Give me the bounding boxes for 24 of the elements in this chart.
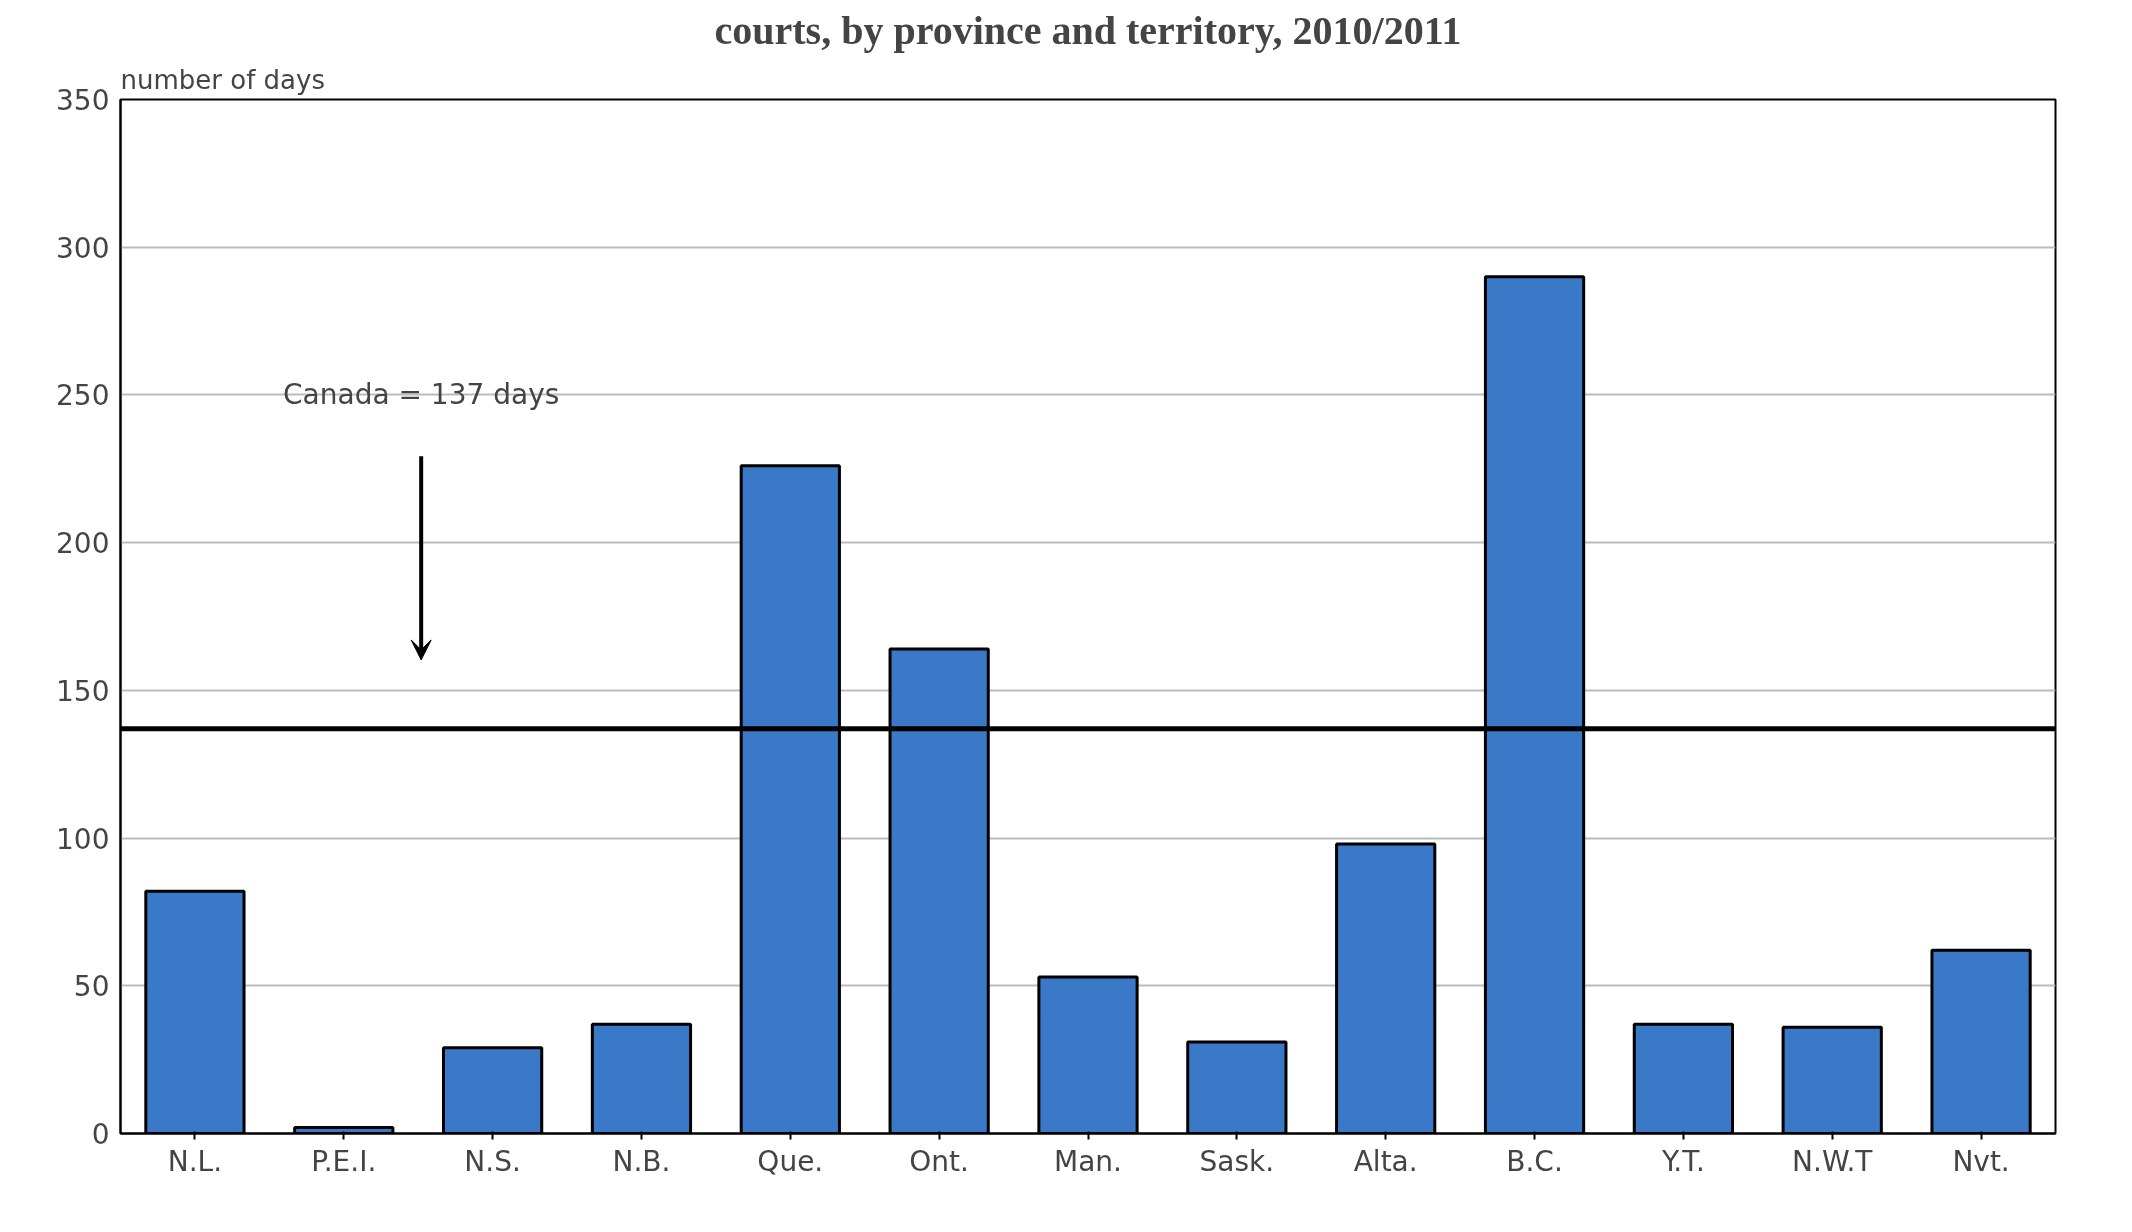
annotation: Canada = 137 days: [283, 377, 560, 411]
x-tick-label: Man.: [1054, 1144, 1122, 1178]
x-tick-label: N.L.: [167, 1144, 223, 1178]
y-tick-label: 200: [56, 527, 110, 561]
y-tick-label: 300: [56, 231, 110, 265]
y-tick-label: 150: [56, 674, 110, 708]
x-tick-label: Que.: [757, 1144, 824, 1178]
x-tick-label: N.S.: [464, 1144, 521, 1178]
y-tick-label: 350: [56, 84, 110, 117]
x-tick-label: Nvt.: [1952, 1144, 2010, 1178]
x-tick-label: B.C.: [1506, 1144, 1563, 1178]
x-tick-label: N.W.T: [1792, 1144, 1874, 1178]
x-tick-label: P.E.I.: [311, 1144, 377, 1178]
y-tick-label: 250: [56, 379, 110, 413]
x-tick-label: Alta.: [1353, 1144, 1418, 1178]
x-tick-label: Y.T.: [1660, 1144, 1705, 1178]
y-axis-title: number of days: [120, 64, 325, 95]
chart-title: courts, by province and territory, 2010/2011: [714, 7, 1462, 53]
x-tick-label: Ont.: [909, 1144, 969, 1178]
y-tick-label: 0: [91, 1118, 110, 1151]
y-tick-label: 100: [56, 822, 110, 856]
x-tick-label: N.B.: [612, 1144, 671, 1178]
y-tick-label: 50: [73, 970, 110, 1004]
x-tick-label: Sask.: [1199, 1144, 1275, 1178]
